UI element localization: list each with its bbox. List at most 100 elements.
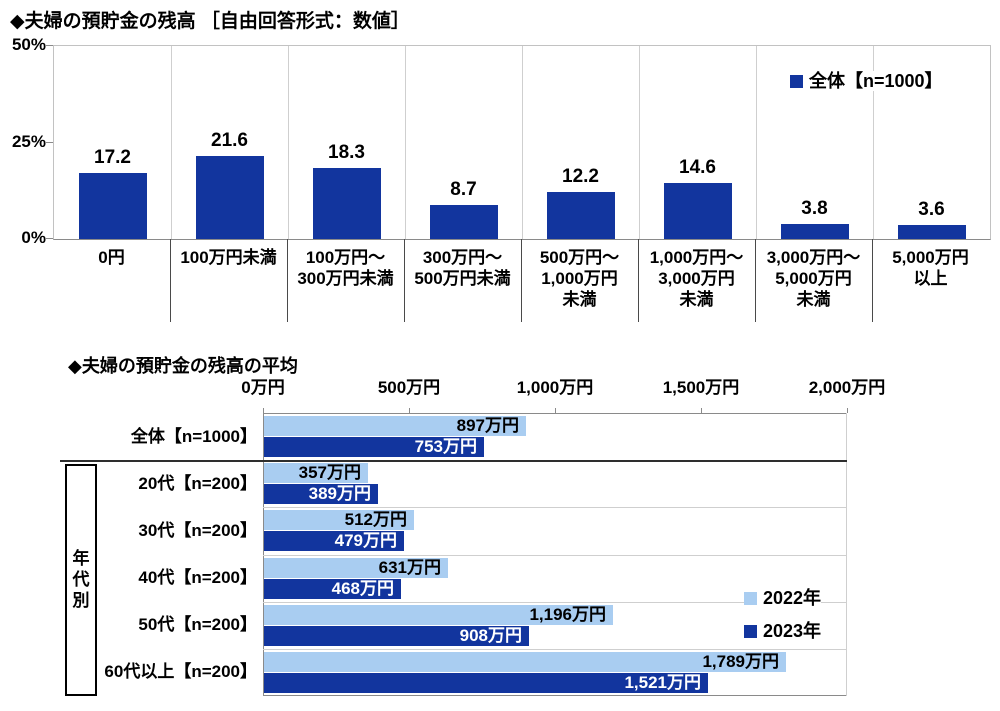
bar xyxy=(781,224,849,239)
category-label-line: 3,000万円～ xyxy=(766,248,861,267)
row-category-label: 20代【n=200】 xyxy=(138,474,257,493)
category-label: 5,000万円 以上 xyxy=(872,247,989,289)
y-axis-tick xyxy=(45,142,53,143)
legend-label-2022: 2022年 xyxy=(763,588,822,608)
legend-label-2023: 2023年 xyxy=(763,621,822,641)
category-label-line: 300万円未満 xyxy=(297,269,394,288)
category-label-line: 1,000万円 xyxy=(541,269,618,288)
age-group-label-box: 年代別 xyxy=(65,464,97,696)
top-chart-title: ◆夫婦の預貯金の残高 ［自由回答形式：数値］ xyxy=(10,11,410,32)
section-separator-line xyxy=(60,460,847,462)
category-gridline xyxy=(405,46,406,239)
category-label-line: 以上 xyxy=(913,269,948,288)
category-label-line: 500万円未満 xyxy=(414,269,511,288)
x-axis-tick-label: 0万円 xyxy=(241,378,285,397)
category-gridline xyxy=(288,46,289,239)
x-axis-tick-label: 1,000万円 xyxy=(516,378,594,397)
x-axis-tick xyxy=(847,408,848,413)
x-axis-tick xyxy=(409,408,410,413)
category-label-line: 3,000万円 xyxy=(658,269,735,288)
category-label-line: 未満 xyxy=(562,290,597,309)
category-gridline xyxy=(873,46,874,239)
bar xyxy=(79,173,147,239)
category-gridline xyxy=(639,46,640,239)
bar xyxy=(664,183,732,239)
category-gridline xyxy=(522,46,523,239)
category-separator-line xyxy=(755,239,756,322)
category-separator-line xyxy=(287,239,288,322)
x-axis-tick xyxy=(263,408,264,413)
bar xyxy=(430,205,498,239)
bar-2023: 753万円 xyxy=(264,437,484,457)
category-gridline xyxy=(171,46,172,239)
bar-2023: 908万円 xyxy=(264,626,529,646)
y-axis-tick-label: 50% xyxy=(11,35,46,54)
bar-value-label: 8.7 xyxy=(450,179,477,200)
bottom-chart-title: ◆夫婦の預貯金の残高の平均 xyxy=(68,356,298,376)
bar-2022: 1,196万円 xyxy=(264,605,613,625)
plot-border-right xyxy=(846,413,847,696)
row-category-label: 40代【n=200】 xyxy=(138,568,257,587)
bar-value-label: 14.6 xyxy=(679,157,716,178)
category-label: 300万円～ 500万円未満 xyxy=(404,247,521,289)
category-separator-line xyxy=(521,239,522,322)
row-separator xyxy=(263,602,847,603)
legend-swatch-overall-icon xyxy=(790,74,803,88)
row-separator xyxy=(263,555,847,556)
category-label-line: 未満 xyxy=(796,290,831,309)
plot-border-top xyxy=(263,413,847,414)
bar-2022: 631万円 xyxy=(264,558,448,578)
x-axis-tick xyxy=(701,408,702,413)
bar-value-label: 17.2 xyxy=(94,147,131,168)
legend-swatch-2023-icon xyxy=(744,624,757,638)
category-label-line: 5,000万円 xyxy=(775,269,852,288)
category-label-line: 100万円未満 xyxy=(180,248,277,267)
category-label-line: 未満 xyxy=(679,290,714,309)
bar xyxy=(547,192,615,239)
y-axis-tick-label: 25% xyxy=(11,132,46,151)
row-category-label: 30代【n=200】 xyxy=(138,521,257,540)
bottom-chart-plot-area: 897万円 753万円 357万円 389万円 512万円 479万円 631万円 468万円… xyxy=(263,413,847,696)
x-axis-tick-label: 1,500万円 xyxy=(662,378,740,397)
legend-swatch-2022-icon xyxy=(744,591,757,605)
bar xyxy=(898,225,966,239)
bar-value-label: 3.8 xyxy=(801,198,828,219)
category-label-line: 0円 xyxy=(98,248,125,267)
category-label-line: 1,000万円～ xyxy=(649,248,744,267)
bar xyxy=(313,168,381,239)
bar-2022: 1,789万円 xyxy=(264,652,786,672)
row-category-label: 全体【n=1000】 xyxy=(130,427,257,446)
bar xyxy=(196,156,264,239)
bar-value-label: 12.2 xyxy=(562,166,599,187)
age-group-label-char: 別 xyxy=(72,591,90,610)
bar-2023: 389万円 xyxy=(264,484,378,504)
x-axis-tick-label: 2,000万円 xyxy=(808,378,886,397)
row-category-label: 50代【n=200】 xyxy=(138,615,257,634)
bar-value-label: 21.6 xyxy=(211,130,248,151)
x-axis-tick-label: 500万円 xyxy=(377,378,441,397)
bar-2023: 468万円 xyxy=(264,579,401,599)
category-separator-line xyxy=(638,239,639,322)
category-separator-line xyxy=(404,239,405,322)
row-category-label: 60代以上【n=200】 xyxy=(104,662,257,681)
category-gridline xyxy=(756,46,757,239)
row-separator xyxy=(263,649,847,650)
bar-2022: 897万円 xyxy=(264,416,526,436)
y-axis-tick xyxy=(45,238,53,239)
bar-value-label: 3.6 xyxy=(918,199,945,220)
plot-border-left xyxy=(263,413,264,696)
top-chart-legend: 全体【n=1000】 xyxy=(790,71,943,91)
row-separator xyxy=(263,507,847,508)
category-label: 100万円～ 300万円未満 xyxy=(287,247,404,289)
category-label: 0円 xyxy=(53,247,170,268)
bar-2023: 1,521万円 xyxy=(264,673,708,693)
category-separator-line xyxy=(872,239,873,322)
category-separator-line xyxy=(170,239,171,322)
age-group-label-char: 年 xyxy=(72,549,90,568)
category-label-line: 5,000万円 xyxy=(892,248,969,267)
legend-entry-2023: 2023年 xyxy=(744,621,822,641)
category-label: 100万円未満 xyxy=(170,247,287,268)
legend-entry-2022: 2022年 xyxy=(744,588,822,608)
category-label-line: 100万円～ xyxy=(305,248,386,267)
category-label-line: 300万円～ xyxy=(422,248,503,267)
